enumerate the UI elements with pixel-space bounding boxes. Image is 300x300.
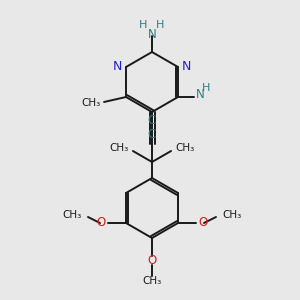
Text: CH₃: CH₃ [175,143,194,153]
Text: CH₃: CH₃ [110,143,129,153]
Text: N: N [112,61,122,74]
Text: N: N [182,61,191,74]
Text: CH₃: CH₃ [63,210,82,220]
Text: CH₃: CH₃ [142,276,162,286]
Text: N: N [148,28,156,40]
Text: CH₃: CH₃ [222,210,241,220]
Text: H: H [156,20,164,30]
Text: C: C [148,128,156,142]
Text: O: O [147,254,157,266]
Text: N: N [196,88,205,101]
Text: H: H [202,83,210,93]
Text: C: C [148,115,156,128]
Text: CH₃: CH₃ [82,98,101,108]
Text: O: O [97,217,106,230]
Text: O: O [198,217,207,230]
Text: H: H [139,20,147,30]
